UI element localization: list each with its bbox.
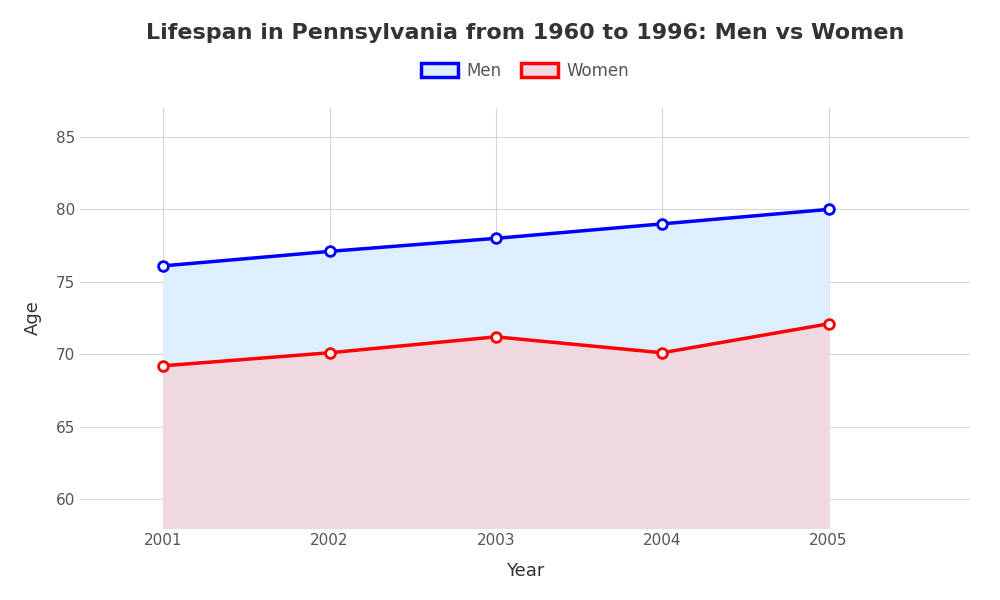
X-axis label: Year: Year	[506, 562, 544, 580]
Title: Lifespan in Pennsylvania from 1960 to 1996: Men vs Women: Lifespan in Pennsylvania from 1960 to 19…	[146, 23, 904, 43]
Legend: Men, Women: Men, Women	[421, 62, 629, 80]
Y-axis label: Age: Age	[24, 301, 42, 335]
